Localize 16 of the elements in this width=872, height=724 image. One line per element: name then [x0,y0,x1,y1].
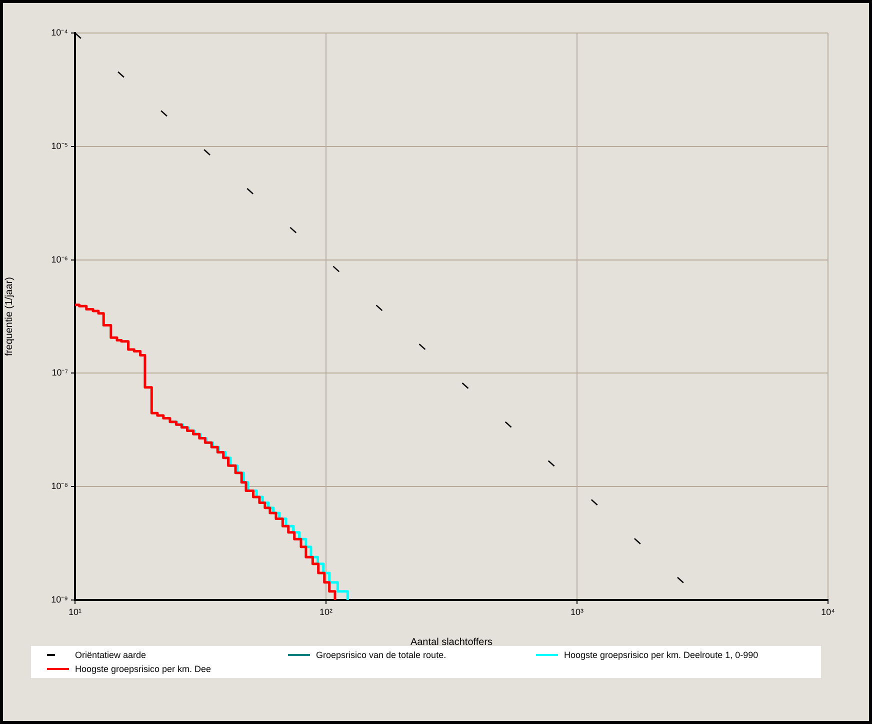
x-tick-label: 10⁴ [821,606,836,617]
legend-label: Oriëntatiew aarde [75,650,146,660]
legend-label: Hoogste groepsrisico per km. Dee [75,664,212,674]
legend-label: Hoogste groepsrisico per km. Deelroute 1, 0-990 [564,650,758,660]
legend-label: Groepsrisico van de totale route. [316,650,446,660]
x-axis-title: Aantal slachtoffers [410,636,493,648]
y-axis-title: frequentie (1/jaar) [4,277,15,356]
x-tick-label: 10² [319,606,333,617]
x-tick-label: 10³ [570,606,584,617]
y-tick-label: 10⁻⁶ [51,254,68,264]
y-tick-label: 10⁻⁷ [52,368,68,378]
y-tick-label: 10⁻⁹ [51,594,68,604]
y-tick-label: 10⁻⁴ [51,27,68,38]
y-tick-label: 10⁻⁵ [51,140,68,151]
y-tick-label: 10⁻⁸ [51,481,68,492]
x-tick-label: 10¹ [68,606,82,617]
